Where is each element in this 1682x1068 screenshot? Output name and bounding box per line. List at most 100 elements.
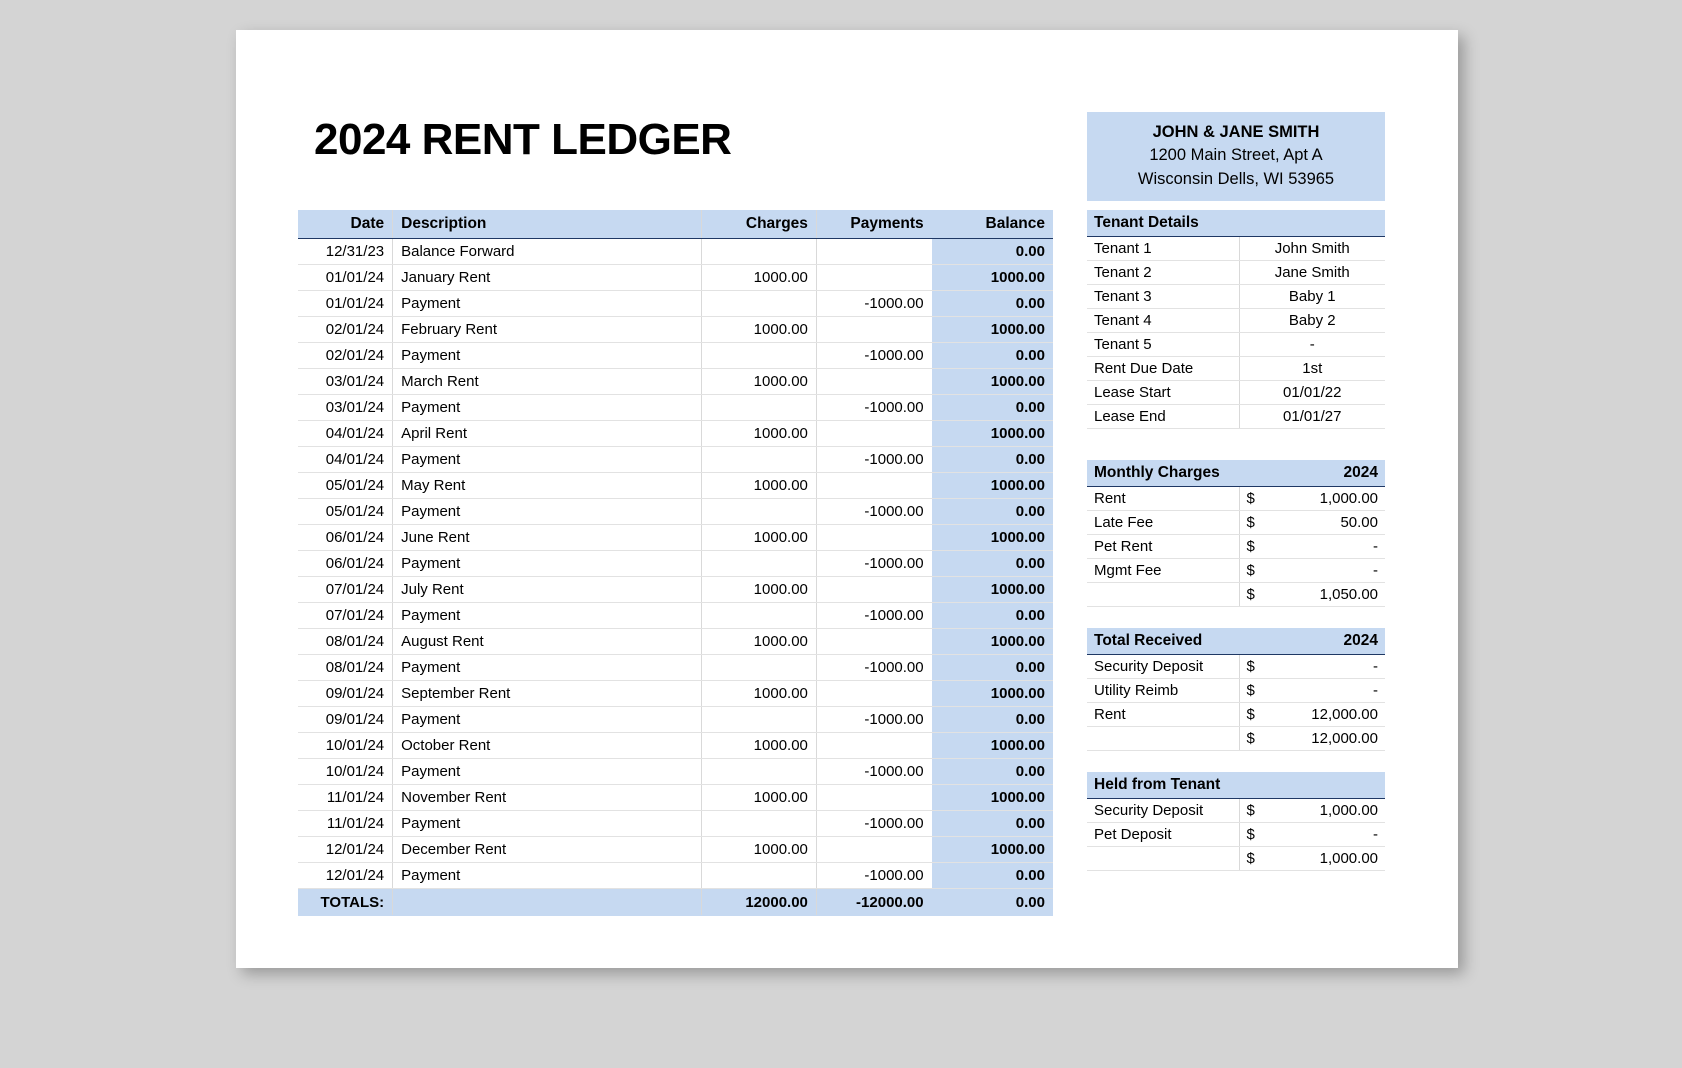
table-row: 10/01/24 Payment -1000.00 0.00 [298,758,1053,785]
ledger-cell-description: Payment [392,602,702,629]
currency-symbol: $ [1238,702,1269,727]
ledger-cell-charges [700,394,817,421]
ledger-header-row: Date Description Charges Payments Balanc… [298,210,1053,239]
ledger-cell-description: March Rent [392,368,702,395]
ledger-cell-payments [815,472,932,499]
list-item: Mgmt Fee $ - [1087,558,1385,583]
tenant-name: JOHN & JANE SMITH [1152,123,1320,141]
list-item: Rent $12,000.00 [1087,702,1385,727]
table-row: 03/01/24 March Rent 1000.00 1000.00 [298,368,1053,395]
ledger-cell-balance: 0.00 [931,654,1053,681]
ledger-cell-balance: 0.00 [931,758,1053,785]
ledger-cell-payments [815,628,932,655]
ledger-cell-balance: 1000.00 [931,628,1053,655]
list-item: Utility Reimb $ - [1087,678,1385,703]
currency-symbol: $ [1238,798,1269,823]
ledger-cell-charges: 1000.00 [700,524,817,551]
ledger-cell-charges [700,550,817,577]
ledger-cell-date: 01/01/24 [298,290,393,317]
tenant-details-header-row: Tenant Details [1087,210,1385,237]
tenant-detail-key: Tenant 1 [1087,236,1239,261]
ledger-cell-description: Payment [392,290,702,317]
column-header-description: Description [392,210,702,239]
tenant-details-panel: Tenant Details Tenant 1 John Smith Tenant … [1087,210,1385,429]
ledger-cell-payments [815,238,932,265]
ledger-cell-balance: 0.00 [931,706,1053,733]
table-row: 05/01/24 Payment -1000.00 0.00 [298,498,1053,525]
currency-symbol: $ [1238,846,1269,871]
list-item: Lease Start 01/01/22 [1087,380,1385,405]
ledger-cell-payments: -1000.00 [815,394,932,421]
ledger-cell-balance: 0.00 [931,498,1053,525]
ledger-cell-date: 06/01/24 [298,550,393,577]
ledger-cell-date: 05/01/24 [298,498,393,525]
monthly_charges-key: Pet Rent [1087,534,1239,559]
ledger-cell-description: December Rent [392,836,702,863]
table-row: 03/01/24 Payment -1000.00 0.00 [298,394,1053,421]
tenant-street: 1200 Main Street, Apt A [1149,146,1323,165]
list-item: Tenant 4 Baby 2 [1087,308,1385,333]
panel-total-row: $1,050.00 [1087,582,1385,607]
ledger-cell-date: 04/01/24 [298,420,393,447]
monthly-charges-panel: Monthly Charges 2024 Rent $1,000.00 Late F… [1087,460,1385,607]
ledger-cell-date: 11/01/24 [298,810,393,837]
list-item: Lease End 01/01/27 [1087,404,1385,429]
table-row: 12/01/24 December Rent 1000.00 1000.00 [298,836,1053,863]
ledger-cell-description: April Rent [392,420,702,447]
ledger-cell-charges: 1000.00 [700,264,817,291]
ledger-cell-charges [700,342,817,369]
ledger-cell-payments [815,576,932,603]
table-row: 01/01/24 January Rent 1000.00 1000.00 [298,264,1053,291]
ledger-cell-charges [700,238,817,265]
ledger-cell-charges [700,862,817,889]
ledger-cell-description: Balance Forward [392,238,702,265]
list-item: Tenant 3 Baby 1 [1087,284,1385,309]
rent-ledger-table: Date Description Charges Payments Balanc… [298,210,1053,916]
ledger-cell-description: Payment [392,498,702,525]
currency-symbol: $ [1238,582,1269,607]
column-header-date: Date [298,210,393,239]
ledger-cell-description: Payment [392,550,702,577]
ledger-cell-payments: -1000.00 [815,290,932,317]
ledger-cell-payments: -1000.00 [815,550,932,577]
table-row: 08/01/24 Payment -1000.00 0.00 [298,654,1053,681]
table-row: 12/31/23 Balance Forward 0.00 [298,238,1053,265]
total_received-amount: 12,000.00 [1269,702,1385,727]
currency-symbol: $ [1238,510,1269,535]
ledger-cell-balance: 0.00 [931,550,1053,577]
ledger-cell-description: Payment [392,342,702,369]
ledger-cell-balance: 1000.00 [931,420,1053,447]
ledger-cell-payments [815,368,932,395]
total_received-key: Utility Reimb [1087,678,1239,703]
ledger-cell-charges [700,810,817,837]
monthly_charges-key: Rent [1087,486,1239,511]
ledger-cell-date: 07/01/24 [298,602,393,629]
ledger-cell-balance: 0.00 [931,446,1053,473]
ledger-cell-description: Payment [392,394,702,421]
total-received-header-row: Total Received 2024 [1087,628,1385,655]
held_from_tenant-total-key [1087,846,1239,871]
ledger-cell-charges [700,706,817,733]
ledger-cell-description: February Rent [392,316,702,343]
table-row: 06/01/24 June Rent 1000.00 1000.00 [298,524,1053,551]
ledger-cell-balance: 1000.00 [931,576,1053,603]
currency-symbol: $ [1238,534,1269,559]
tenant-detail-key: Lease End [1087,404,1239,429]
tenant-detail-value: Jane Smith [1238,260,1385,285]
held_from_tenant-key: Security Deposit [1087,798,1239,823]
ledger-cell-charges: 1000.00 [700,732,817,759]
table-row: 04/01/24 Payment -1000.00 0.00 [298,446,1053,473]
ledger-cell-charges: 1000.00 [700,472,817,499]
ledger-cell-date: 12/31/23 [298,238,393,265]
monthly_charges-amount: 50.00 [1269,510,1385,535]
monthly_charges-total-amount: 1,050.00 [1269,582,1385,607]
held-from-tenant-header: Held from Tenant [1087,772,1239,799]
ledger-cell-date: 12/01/24 [298,836,393,863]
column-header-payments: Payments [815,210,932,239]
ledger-cell-date: 12/01/24 [298,862,393,889]
list-item: Security Deposit $1,000.00 [1087,798,1385,823]
currency-symbol: $ [1238,678,1269,703]
total-received-panel: Total Received 2024 Security Deposit $ - Ut… [1087,628,1385,751]
held_from_tenant-amount: - [1269,822,1385,847]
ledger-cell-charges [700,654,817,681]
